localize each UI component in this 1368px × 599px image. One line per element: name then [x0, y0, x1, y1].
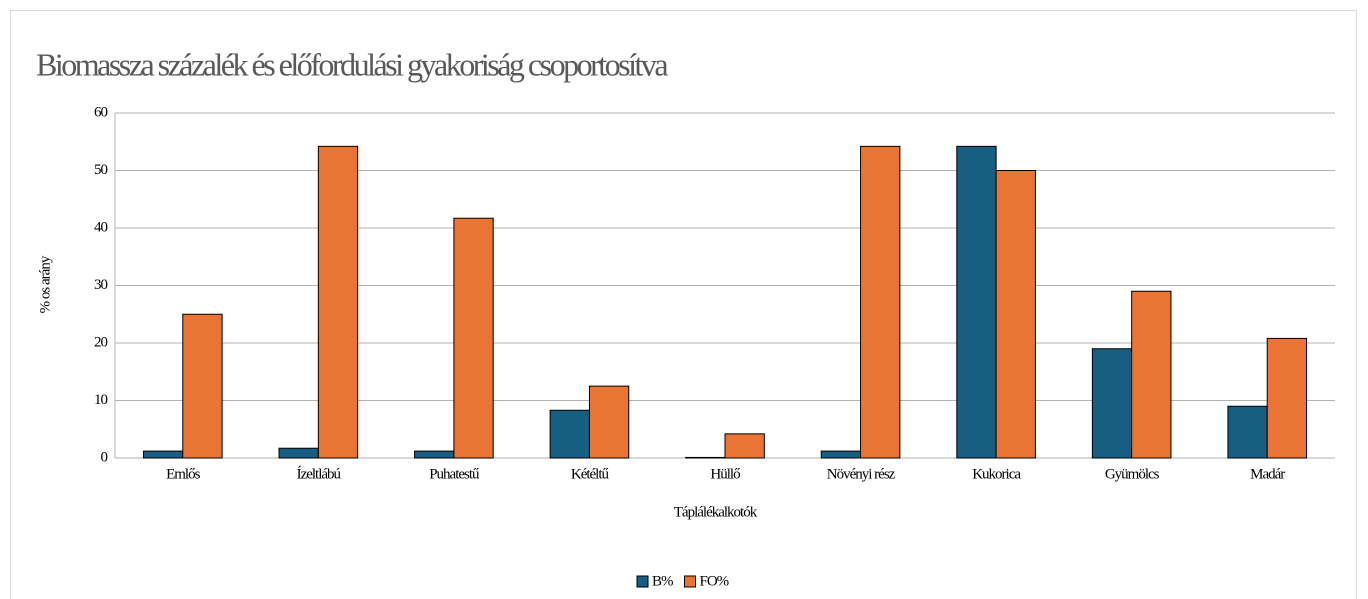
y-axis-label: % os arány	[37, 255, 53, 313]
legend-label: B%	[652, 573, 673, 589]
bar	[278, 447, 319, 459]
x-tick-label: Madár	[1250, 466, 1285, 482]
x-tick-label: Kukorica	[972, 466, 1021, 482]
chart-title: Biomassza százalék és előfordulási gyako…	[36, 46, 668, 82]
bar	[549, 409, 590, 459]
bar	[142, 450, 184, 459]
bar	[588, 385, 630, 459]
bar	[860, 145, 901, 459]
legend-swatch	[636, 575, 649, 588]
x-tick-label: Hüllő	[710, 466, 740, 482]
y-tick-label: 60	[94, 104, 108, 120]
legend: B% FO%	[636, 573, 730, 589]
bar	[995, 170, 1036, 459]
x-tick-label: Ízeltlábú	[297, 465, 342, 482]
bar	[1266, 337, 1308, 459]
y-tick-label: 0	[101, 449, 108, 465]
bar	[724, 433, 765, 459]
bar	[182, 313, 223, 459]
legend-label: FO%	[700, 573, 729, 589]
y-tick-label: 20	[94, 334, 108, 350]
x-axis-label: Táplálékalkotók	[674, 504, 758, 520]
legend-swatch	[684, 575, 696, 588]
x-tick-label: Puhatestű	[429, 466, 480, 482]
bar	[685, 456, 726, 459]
bar	[1131, 290, 1172, 459]
bar	[414, 450, 455, 459]
y-tick-label: 30	[94, 277, 108, 293]
y-tick-label: 10	[94, 392, 108, 408]
x-tick-label: Kétéltű	[571, 466, 610, 482]
x-tick-label: Emlős	[166, 466, 200, 482]
bar	[820, 450, 862, 459]
bar	[453, 217, 494, 459]
y-tick-label: 40	[94, 219, 108, 235]
bar	[317, 145, 359, 459]
bar	[1227, 405, 1268, 459]
x-tick-label: Növényi rész	[827, 466, 896, 482]
x-tick-label: Gyümölcs	[1105, 466, 1160, 482]
bar	[956, 145, 997, 459]
y-tick-label: 50	[94, 162, 108, 178]
bar	[1091, 348, 1133, 459]
